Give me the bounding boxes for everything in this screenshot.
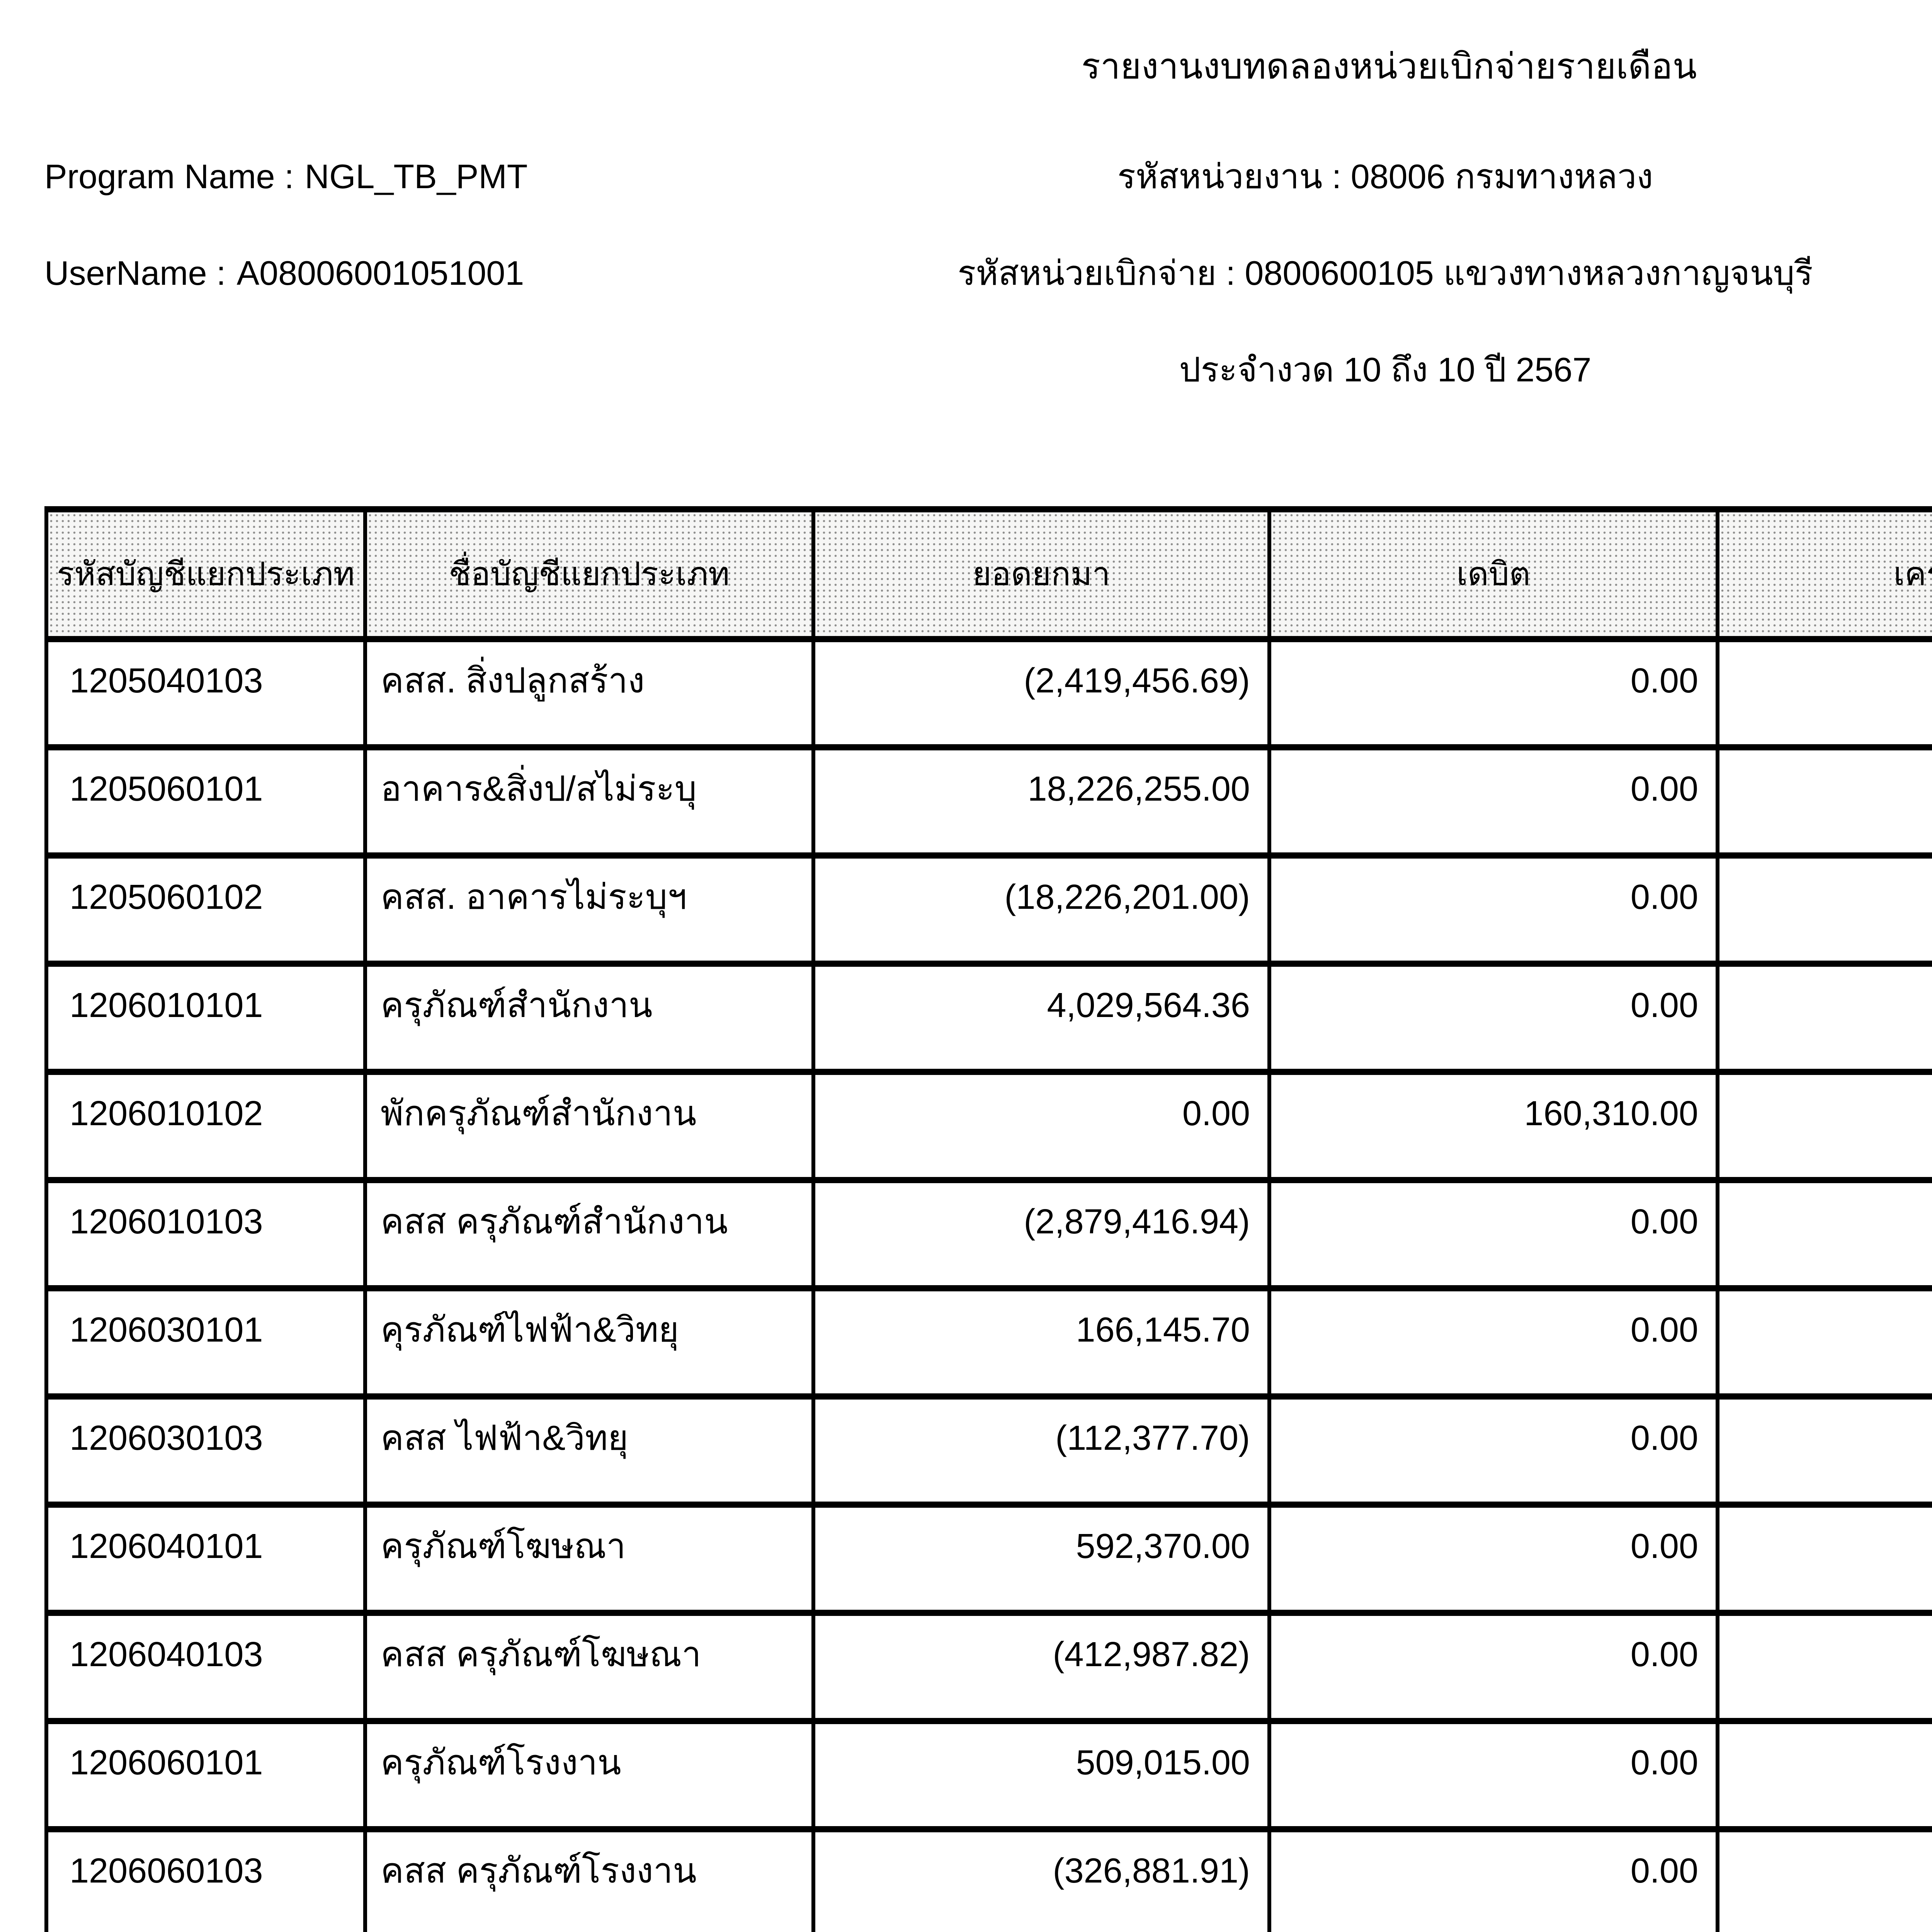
- table-row: 1206060103 คสส ครุภัณฑ์โรงงาน (326,881.91)…: [44, 1826, 1932, 1932]
- cell-bf: (2,419,456.69): [811, 636, 1271, 750]
- agency-code-line: รหัสหน่วยงาน : 08006 กรมทางหลวง: [1117, 157, 1653, 196]
- cell-credit: 0.00: [1716, 1826, 1932, 1932]
- cell-name: พักครุภัณฑ์สำนักงาน: [363, 1069, 815, 1183]
- cell-debit: 0.00: [1267, 1177, 1719, 1291]
- cell-code: 1206010102: [44, 1069, 367, 1183]
- cell-debit: 0.00: [1267, 1502, 1719, 1616]
- cell-debit: 0.00: [1267, 1285, 1719, 1400]
- cell-code: 1205060101: [44, 744, 367, 859]
- cell-debit: 0.00: [1267, 1718, 1719, 1832]
- column-header-brought-forward: ยอดยกมา: [811, 506, 1271, 642]
- cell-bf: (2,879,416.94): [811, 1177, 1271, 1291]
- cell-bf: (412,987.82): [811, 1610, 1271, 1724]
- cell-name: คสส ครุภัณฑ์โฆษณา: [363, 1610, 815, 1724]
- column-header-debit: เดบิต: [1267, 506, 1719, 642]
- cell-credit: 0.00: [1716, 961, 1932, 1075]
- cell-bf: (18,226,201.00): [811, 852, 1271, 967]
- cell-code: 1206060103: [44, 1826, 367, 1932]
- cell-debit: 0.00: [1267, 1393, 1719, 1508]
- username-label: UserName :: [44, 254, 226, 292]
- cell-code: 1206060101: [44, 1718, 367, 1832]
- cell-name: คสส. อาคารไม่ระบุฯ: [363, 852, 815, 967]
- cell-bf: (112,377.70): [811, 1393, 1271, 1508]
- cell-code: 1206030101: [44, 1285, 367, 1400]
- cell-name: คสส ไฟฟ้า&วิทยุ: [363, 1393, 815, 1508]
- column-header-account-name: ชื่อบัญชีแยกประเภท: [363, 506, 815, 642]
- column-header-credit: เครดิต: [1716, 506, 1932, 642]
- cell-name: คสส ครุภัณฑ์โรงงาน: [363, 1826, 815, 1932]
- table-body: 1205040103 คสส. สิ่งปลูกสร้าง (2,419,456.6…: [44, 636, 1932, 1932]
- cell-bf: 166,145.70: [811, 1285, 1271, 1400]
- disbursement-unit-line: รหัสหน่วยเบิกจ่าย : 0800600105 แขวงทางหล…: [957, 254, 1813, 292]
- cell-code: 1206010103: [44, 1177, 367, 1291]
- cell-name: คุรภัณฑ์ไฟฟ้า&วิทยุ: [363, 1285, 815, 1400]
- cell-credit: 0.00: [1716, 1393, 1932, 1508]
- table-row: 1205060102 คสส. อาคารไม่ระบุฯ (18,226,201.…: [44, 852, 1932, 967]
- cell-name: คสส ครุภัณฑ์สำนักงาน: [363, 1177, 815, 1291]
- username-value: A08006001051001: [236, 254, 524, 292]
- cell-name: ครุภัณฑ์โรงงาน: [363, 1718, 815, 1832]
- cell-name: ครุภัณฑ์โฆษณา: [363, 1502, 815, 1616]
- cell-credit: 0.00: [1716, 852, 1932, 967]
- cell-bf: 509,015.00: [811, 1718, 1271, 1832]
- table-row: 1206030103 คสส ไฟฟ้า&วิทยุ (112,377.70) 0.0…: [44, 1393, 1932, 1508]
- username-line: UserName : A08006001051001: [44, 251, 524, 295]
- program-name-line: Program Name : NGL_TB_PMT: [44, 155, 528, 199]
- cell-code: 1205040103: [44, 636, 367, 750]
- period-line: ประจำงวด 10 ถึง 10 ปี 2567: [1179, 350, 1592, 389]
- table-row: 1206040101ครุภัณฑ์โฆษณา592,370.000.000.0…: [44, 1502, 1932, 1616]
- cell-credit: 0.00: [1716, 1502, 1932, 1616]
- cell-debit: 0.00: [1267, 961, 1719, 1075]
- cell-name: ครุภัณฑ์สำนักงาน: [363, 961, 815, 1075]
- cell-bf: 4,029,564.36: [811, 961, 1271, 1075]
- table-row: 1205060101 อาคาร&สิ่งป/สไม่ระบุ 18,226,255…: [44, 744, 1932, 859]
- table-header-row: รหัสบัญชีแยกประเภท ชื่อบัญชีแยกประเภท ยอ…: [44, 506, 1932, 642]
- cell-credit: 0.00: [1716, 744, 1932, 859]
- program-name-label: Program Name :: [44, 157, 294, 196]
- trial-balance-table: รหัสบัญชีแยกประเภท ชื่อบัญชีแยกประเภท ยอ…: [44, 506, 1932, 1932]
- cell-credit: 0.00: [1716, 1177, 1932, 1291]
- table-row: 1206040103 คสส ครุภัณฑ์โฆษณา (412,987.82) 0…: [44, 1610, 1932, 1724]
- cell-debit: 0.00: [1267, 1826, 1719, 1932]
- cell-debit: 160,310.00: [1267, 1069, 1719, 1183]
- cell-name: คสส. สิ่งปลูกสร้าง: [363, 636, 815, 750]
- cell-credit: 0.00: [1716, 636, 1932, 750]
- cell-code: 1206010101: [44, 961, 367, 1075]
- cell-credit: 0.00: [1716, 1718, 1932, 1832]
- cell-credit: 0.00: [1716, 1069, 1932, 1183]
- cell-code: 1206040101: [44, 1502, 367, 1616]
- cell-debit: 0.00: [1267, 1610, 1719, 1724]
- cell-code: 1205060102: [44, 852, 367, 967]
- column-header-account-code: รหัสบัญชีแยกประเภท: [44, 506, 367, 642]
- page-title: รายงานงบทดลองหน่วยเบิกจ่ายรายเดือน: [1081, 47, 1697, 86]
- table-row: 1206010103 คสส ครุภัณฑ์สำนักงาน (2,879,416…: [44, 1177, 1932, 1291]
- cell-code: 1206040103: [44, 1610, 367, 1724]
- cell-bf: (326,881.91): [811, 1826, 1271, 1932]
- cell-debit: 0.00: [1267, 636, 1719, 750]
- cell-credit: 0.00: [1716, 1610, 1932, 1724]
- cell-code: 1206030103: [44, 1393, 367, 1508]
- table-row: 1206010102 พักครุภัณฑ์สำนักงาน 0.00 160,310…: [44, 1069, 1932, 1183]
- cell-bf: 18,226,255.00: [811, 744, 1271, 859]
- cell-bf: 592,370.00: [811, 1502, 1271, 1616]
- program-name-value: NGL_TB_PMT: [304, 157, 528, 196]
- cell-debit: 0.00: [1267, 744, 1719, 859]
- cell-bf: 0.00: [811, 1069, 1271, 1183]
- cell-name: อาคาร&สิ่งป/สไม่ระบุ: [363, 744, 815, 859]
- table-row: 1206010101 ครุภัณฑ์สำนักงาน 4,029,564.36 0.…: [44, 961, 1932, 1075]
- cell-debit: 0.00: [1267, 852, 1719, 967]
- table-row: 1206060101ครุภัณฑ์โรงงาน509,015.000.000.…: [44, 1718, 1932, 1832]
- cell-credit: 0.00: [1716, 1285, 1932, 1400]
- table-row: 1205040103 คสส. สิ่งปลูกสร้าง (2,419,456.6…: [44, 636, 1932, 750]
- table-row: 1206030101 คุรภัณฑ์ไฟฟ้า&วิทยุ 166,145.70 0…: [44, 1285, 1932, 1400]
